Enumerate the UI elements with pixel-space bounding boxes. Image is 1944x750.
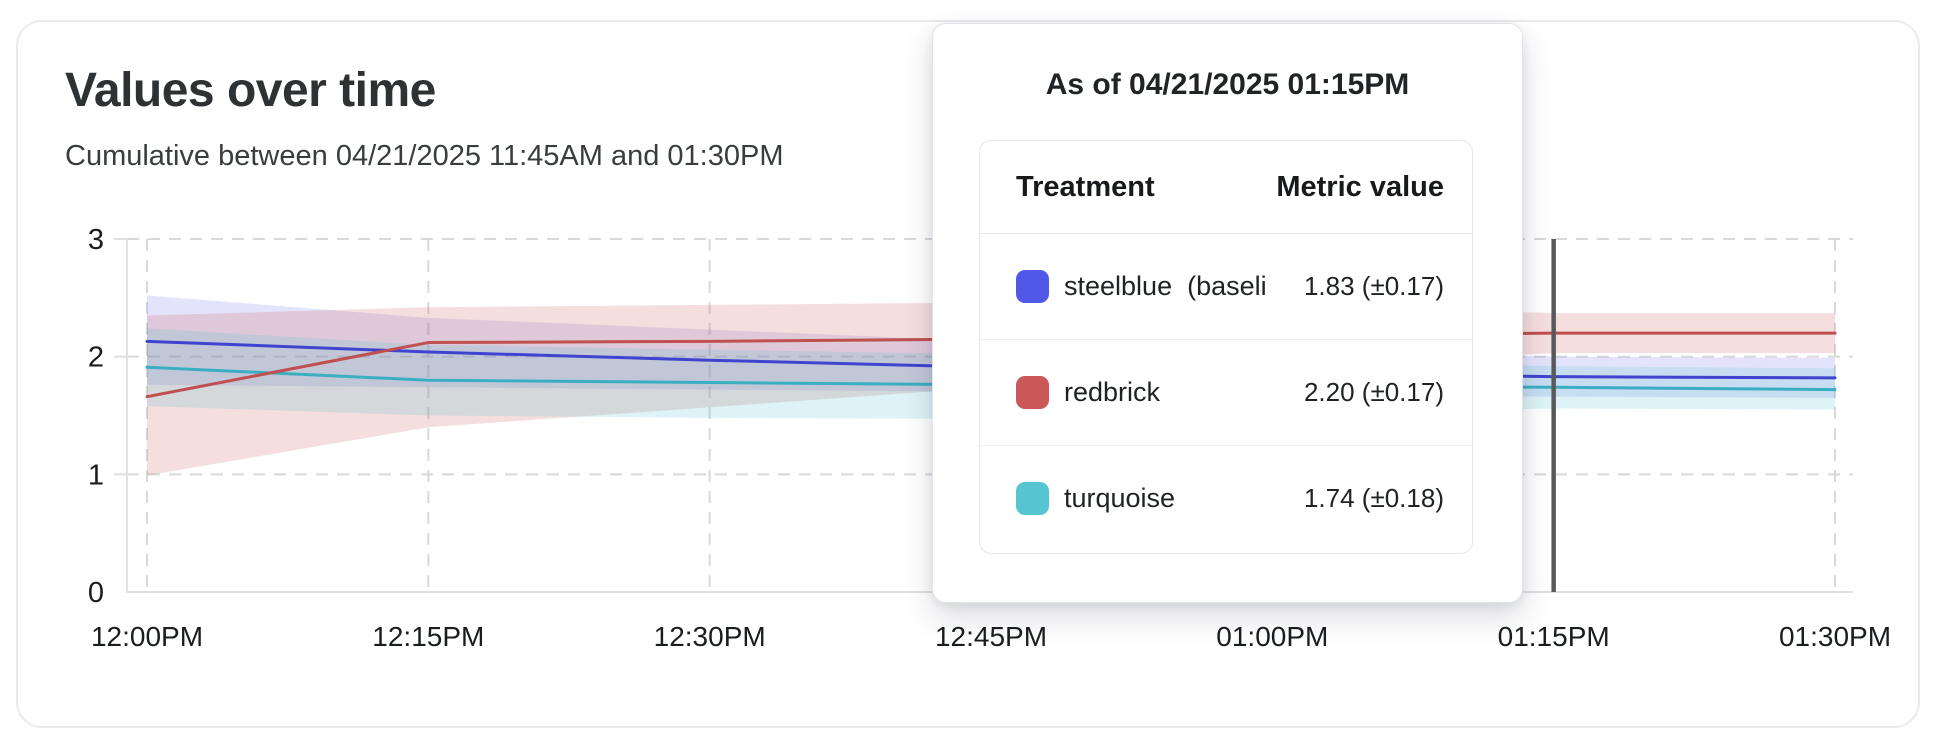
series-color-swatch	[1016, 482, 1049, 515]
treatment-name: turquoise	[1064, 483, 1176, 513]
treatment-name: steelblue (baseli	[1064, 271, 1267, 301]
series-color-swatch	[1016, 376, 1049, 409]
tooltip-row-treatment: steelblue (baseli	[1016, 270, 1267, 303]
column-header-treatment: Treatment	[1016, 170, 1155, 203]
tooltip-row-turquoise: turquoise 1.74 (±0.18)	[980, 446, 1472, 551]
chart-title: Values over time	[65, 64, 436, 117]
column-header-metric-value: Metric value	[1276, 170, 1444, 203]
tooltip-row-redbrick: redbrick 2.20 (±0.17)	[980, 340, 1472, 446]
svg-text:12:15PM: 12:15PM	[372, 621, 484, 652]
svg-text:12:30PM: 12:30PM	[654, 621, 766, 652]
svg-text:01:00PM: 01:00PM	[1216, 621, 1328, 652]
svg-text:1: 1	[88, 459, 104, 491]
svg-text:01:15PM: 01:15PM	[1498, 621, 1610, 652]
series-color-swatch	[1016, 270, 1049, 303]
tooltip-row-treatment: turquoise	[1016, 482, 1175, 515]
tooltip-table-body: steelblue (baseli 1.83 (±0.17) redbrick …	[980, 234, 1472, 551]
svg-text:12:45PM: 12:45PM	[935, 621, 1047, 652]
svg-text:3: 3	[88, 224, 104, 256]
tooltip-title: As of 04/21/2025 01:15PM	[1045, 68, 1410, 101]
treatment-name: redbrick	[1064, 377, 1161, 407]
tooltip-table-header: Treatment Metric value	[980, 141, 1472, 234]
svg-text:01:30PM: 01:30PM	[1779, 621, 1891, 652]
svg-text:0: 0	[88, 577, 104, 609]
metric-value: 2.20 (±0.17)	[1303, 377, 1444, 407]
metric-value: 1.83 (±0.17)	[1303, 271, 1444, 301]
metric-value: 1.74 (±0.18)	[1303, 483, 1444, 513]
tooltip-table: Treatment Metric value steelblue (baseli…	[979, 140, 1473, 554]
svg-text:12:00PM: 12:00PM	[91, 621, 203, 652]
chart-subtitle: Cumulative between 04/21/2025 11:45AM an…	[65, 140, 784, 172]
tooltip-row-treatment: redbrick	[1016, 376, 1160, 409]
x-axis-labels: 12:00PM 12:15PM 12:30PM 12:45PM 01:00PM 01:15…	[91, 621, 1891, 652]
svg-text:2: 2	[88, 342, 104, 374]
y-axis-labels: 0 1 2 3	[88, 224, 104, 609]
hover-tooltip: As of 04/21/2025 01:15PM Treatment Metri…	[932, 23, 1523, 603]
tooltip-row-steelblue-baseline: steelblue (baseli 1.83 (±0.17)	[980, 234, 1472, 340]
